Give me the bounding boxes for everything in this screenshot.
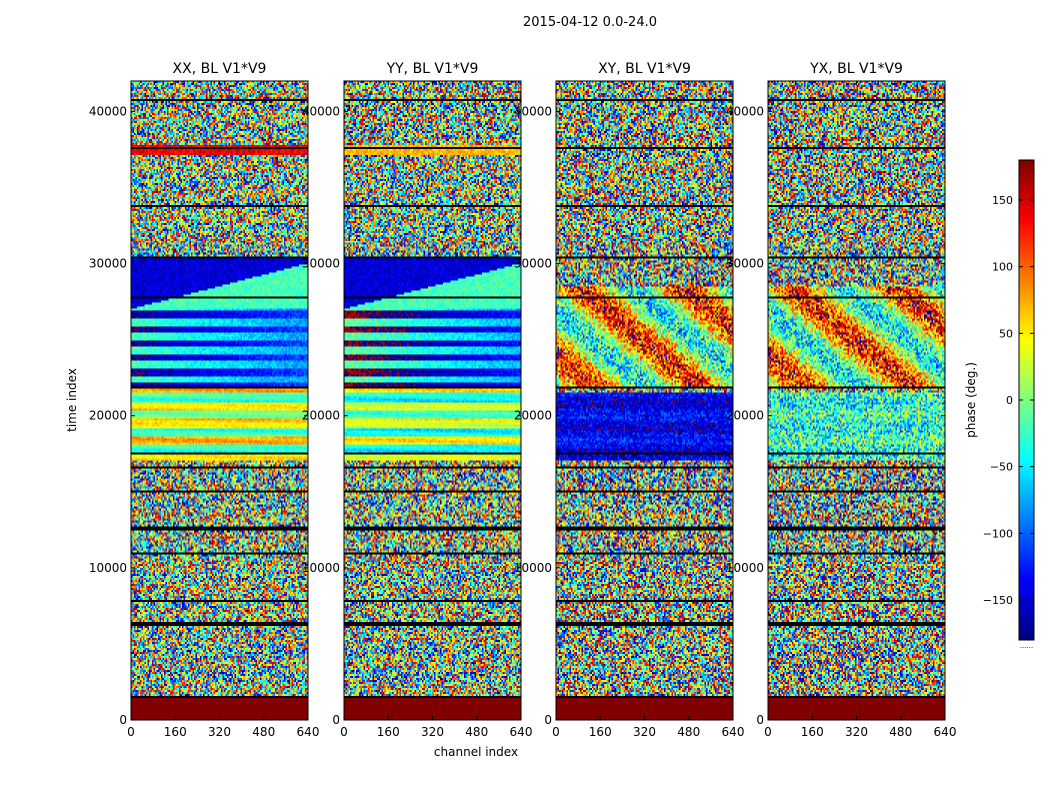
y-tick-label: 10000 [89, 561, 127, 575]
x-tick-label: 480 [252, 725, 275, 739]
colorbar-tick-label: 100 [992, 261, 1013, 274]
x-tick-label: 0 [340, 725, 348, 739]
x-tick-label: 480 [677, 725, 700, 739]
colorbar-footer: ...... [1020, 642, 1033, 650]
panel-title: XY, BL V1*V9 [598, 61, 691, 77]
x-tick-label: 640 [934, 725, 957, 739]
heatmap-image [344, 81, 521, 720]
colorbar: −150 −100 −50 0 50 100 150 phase (deg.)...... [964, 159, 1035, 650]
y-tick-label: 40000 [726, 104, 764, 118]
y-axis-label: time index [65, 368, 79, 432]
heatmap-image [768, 81, 945, 720]
x-tick-label: 0 [552, 725, 560, 739]
colorbar-tick-label: 0 [1006, 394, 1013, 407]
y-tick-label: 0 [756, 713, 764, 727]
panel-xy: XY, BL V1*V9 0 160 320 480 640 0 10000 20000 3000… [514, 61, 745, 739]
colorbar-tick-label: −150 [983, 594, 1013, 607]
x-tick-label: 160 [589, 725, 612, 739]
colorbar-label: phase (deg.) [964, 362, 978, 438]
y-tick-label: 30000 [726, 257, 764, 271]
panel-yy: YY, BL V1*V9 0 160 320 480 640 0 10000 20000 3000… [302, 61, 533, 739]
y-tick-label: 0 [332, 713, 340, 727]
x-tick-label: 160 [164, 725, 187, 739]
y-tick-label: 10000 [514, 561, 552, 575]
x-tick-label: 320 [845, 725, 868, 739]
x-tick-label: 0 [127, 725, 135, 739]
figure-title: 2015-04-12 0.0-24.0 [523, 15, 657, 30]
colorbar-tick-label: 150 [992, 194, 1013, 207]
y-tick-label: 30000 [302, 257, 340, 271]
colorbar-tick-label: −50 [990, 461, 1013, 474]
colorbar-gradient [1019, 160, 1034, 640]
panels-group: XX, BL V1*V9 0 160 320 480 640 0 10000 20000 3000… [89, 61, 957, 739]
x-tick-label: 640 [722, 725, 745, 739]
x-tick-label: 480 [465, 725, 488, 739]
x-tick-label: 640 [297, 725, 320, 739]
y-tick-label: 10000 [302, 561, 340, 575]
panel-title: XX, BL V1*V9 [173, 61, 267, 77]
heatmap-image [556, 81, 733, 720]
y-tick-label: 0 [119, 713, 127, 727]
panel-title: YY, BL V1*V9 [386, 61, 479, 77]
y-tick-label: 40000 [514, 104, 552, 118]
x-tick-label: 0 [764, 725, 772, 739]
x-tick-label: 320 [208, 725, 231, 739]
y-tick-label: 20000 [89, 409, 127, 423]
x-tick-label: 480 [889, 725, 912, 739]
y-tick-label: 20000 [514, 409, 552, 423]
colorbar-tick-label: −100 [983, 527, 1013, 540]
x-tick-label: 320 [421, 725, 444, 739]
heatmap-image [131, 81, 308, 720]
y-tick-label: 40000 [89, 104, 127, 118]
x-tick-label: 160 [801, 725, 824, 739]
x-axis-label: channel index [434, 745, 518, 759]
y-tick-label: 0 [544, 713, 552, 727]
x-tick-label: 320 [633, 725, 656, 739]
y-tick-label: 10000 [726, 561, 764, 575]
colorbar-tick-label: 50 [999, 327, 1013, 340]
y-tick-label: 40000 [302, 104, 340, 118]
panel-xx: XX, BL V1*V9 0 160 320 480 640 0 10000 20000 3000… [89, 61, 320, 739]
y-tick-label: 20000 [726, 409, 764, 423]
y-tick-label: 30000 [514, 257, 552, 271]
panel-title: YX, BL V1*V9 [809, 61, 903, 77]
panel-yx: YX, BL V1*V9 0 160 320 480 640 0 10000 20000 3000… [726, 61, 957, 739]
y-tick-label: 20000 [302, 409, 340, 423]
x-tick-label: 160 [377, 725, 400, 739]
y-tick-label: 30000 [89, 257, 127, 271]
x-tick-label: 640 [510, 725, 533, 739]
